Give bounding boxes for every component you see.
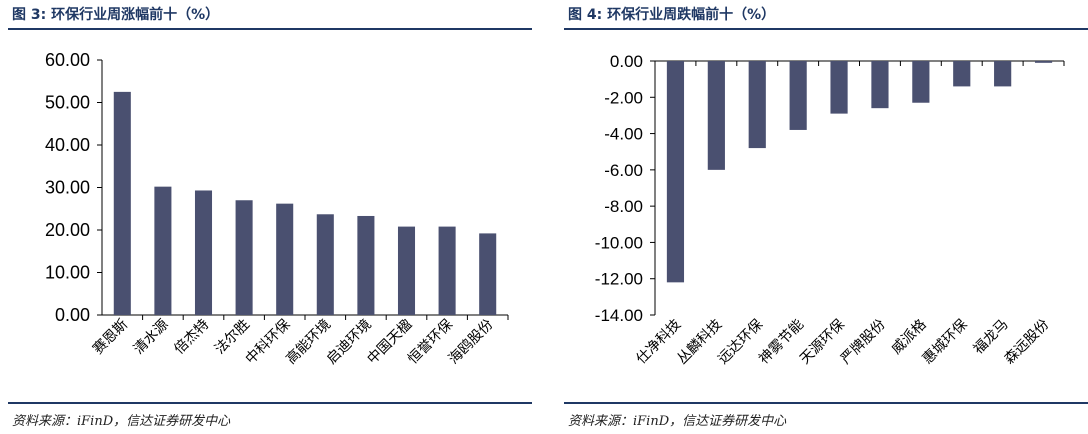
y-tick-label: -4.00: [604, 125, 643, 144]
bar: [1034, 61, 1053, 63]
x-category-label: 严牌股份: [837, 316, 888, 367]
y-tick-label: 50.00: [45, 93, 90, 113]
bar: [113, 91, 131, 315]
y-tick-label: 30.00: [45, 178, 90, 198]
losers-bar-chart: -14.00 -12.00 -10.00 -8.00 -6.00 -4.00 -2.00 0.…: [595, 52, 1065, 367]
source-note: 资料来源：iFinD，信达证券研发中心: [12, 414, 231, 429]
bar: [154, 186, 172, 315]
figure-4-panel: 图 4: 环保行业周跌幅前十（%） -14.00 -12.00 -10.00 -8.0…: [564, 0, 1088, 434]
bar: [994, 61, 1012, 87]
y-tick-label: -8.00: [604, 197, 643, 216]
y-tick-label: 20.00: [45, 220, 90, 240]
bottom-rule: [564, 402, 1088, 404]
bar: [357, 215, 375, 315]
bottom-rule: [8, 402, 532, 404]
y-tick-label: -2.00: [604, 88, 643, 107]
bar: [438, 226, 456, 315]
y-tick-label: 10.00: [45, 263, 90, 283]
figure-title: 图 4: 环保行业周跌幅前十（%）: [568, 7, 776, 23]
gainers-bar-chart: 0.00 10.00 20.00 30.00 40.00 50.00 60.00 赛恩斯 清水源…: [45, 50, 509, 367]
y-tick-label: -10.00: [595, 233, 643, 252]
bar: [666, 61, 685, 283]
y-tick-label: 60.00: [45, 50, 90, 70]
bar: [194, 190, 213, 315]
figure-3-panel: 图 3: 环保行业周涨幅前十（%） 0.00 10.00 20.00 30.00 40.…: [8, 0, 532, 434]
bar: [748, 61, 766, 149]
y-tick-label: 0.00: [610, 52, 643, 71]
x-category-label: 清水源: [130, 316, 171, 357]
bar: [871, 61, 889, 109]
x-category-label: 赛恩斯: [89, 316, 130, 357]
x-category-label: 惠城环保: [919, 316, 970, 367]
y-tick-label: -12.00: [595, 270, 643, 289]
bar: [276, 203, 294, 315]
x-category-label: 海鸥股份: [445, 316, 496, 367]
top-rule: [8, 28, 532, 30]
bar: [830, 61, 848, 114]
top-rule: [564, 28, 1088, 30]
bar: [953, 61, 971, 87]
bar: [479, 233, 497, 315]
x-category-label: 森远股份: [1001, 316, 1052, 367]
x-category-label: 倍杰特: [171, 316, 212, 357]
y-tick-label: 0.00: [55, 305, 90, 325]
bar: [789, 61, 807, 130]
bar: [912, 61, 930, 103]
bar: [397, 226, 416, 315]
y-tick-label: -6.00: [604, 161, 643, 180]
bar: [316, 214, 334, 315]
y-tick-label: -14.00: [595, 306, 643, 325]
figure-title: 图 3: 环保行业周涨幅前十（%）: [12, 7, 220, 23]
y-tick-label: 40.00: [45, 135, 90, 155]
bar: [707, 61, 725, 170]
source-note: 资料来源：iFinD，信达证券研发中心: [568, 414, 787, 429]
bar: [235, 200, 253, 315]
